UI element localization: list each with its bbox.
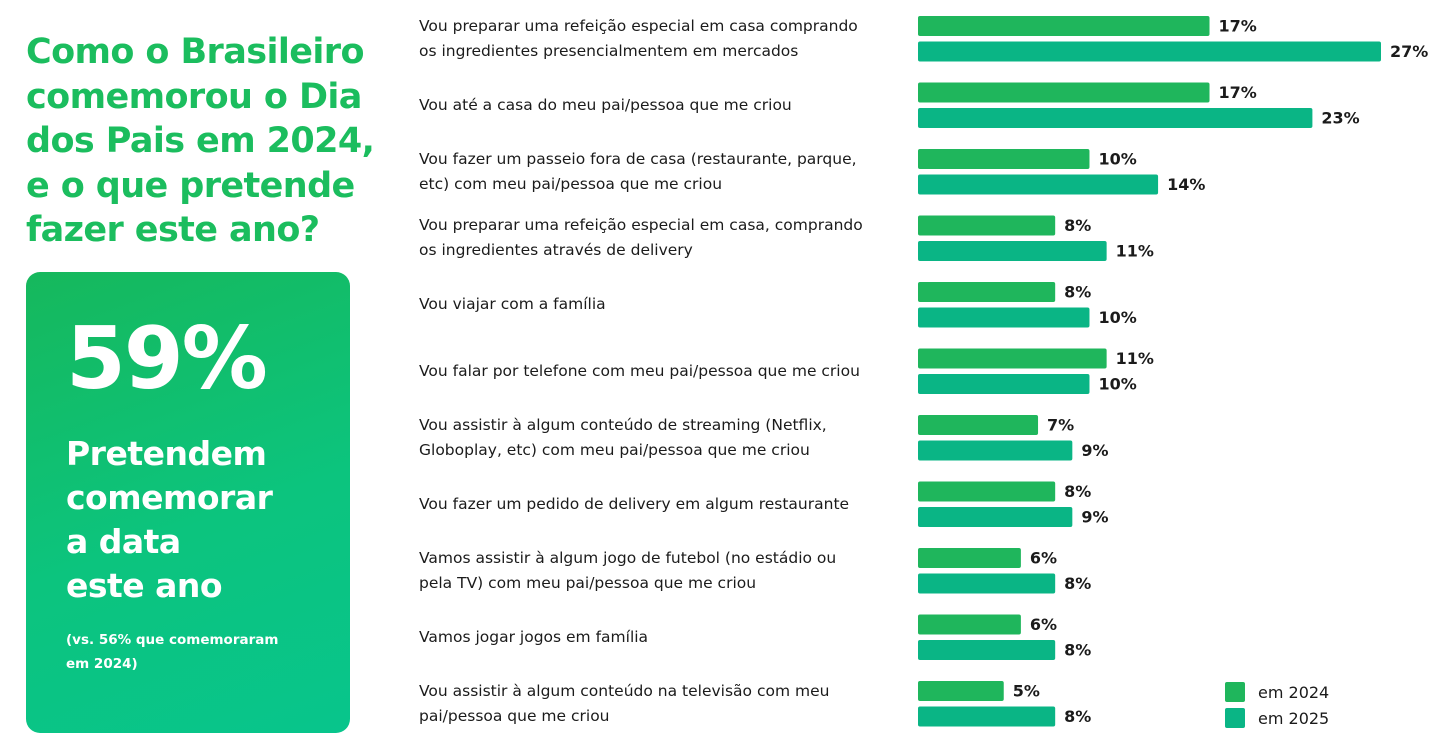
category-label-line: pai/pessoa que me criou (419, 706, 610, 725)
category-label: Vou preparar uma refeição especial em ca… (419, 213, 909, 263)
highlight-text-line-4: este ano (66, 566, 223, 605)
category-label: Vou preparar uma refeição especial em ca… (419, 14, 909, 64)
legend-label: em 2024 (1258, 683, 1329, 702)
data-label: 17% (1219, 83, 1257, 102)
category-label-line: Vou até a casa do meu pai/pessoa que me … (419, 95, 792, 114)
category-label-line: Vou assistir à algum conteúdo na televis… (419, 681, 830, 700)
category-label: Vou fazer um passeio fora de casa (resta… (419, 147, 909, 197)
category-label: Vou assistir à algum conteúdo de streami… (419, 413, 909, 463)
bar-2025 (918, 706, 1056, 727)
highlight-note-line-2: em 2024) (66, 656, 138, 672)
data-label: 10% (1098, 150, 1136, 169)
bar-2025 (918, 241, 1107, 261)
bar-2025 (918, 573, 1056, 594)
bar-2025 (918, 640, 1056, 660)
category-label-line: os ingredientes presencialmentem em merc… (419, 41, 799, 60)
headline-line-3: dos Pais em 2024, (26, 121, 375, 161)
bar-2025 (918, 440, 1073, 461)
highlight-percent: 59% (66, 309, 268, 409)
data-label: 14% (1167, 175, 1205, 194)
category-label: Vamos jogar jogos em família (419, 625, 909, 650)
category-label: Vou falar por telefone com meu pai/pesso… (419, 359, 909, 384)
bar-2024 (918, 681, 1004, 701)
bar-2025 (918, 108, 1313, 128)
legend-swatch (1225, 682, 1245, 702)
data-label: 6% (1030, 615, 1057, 634)
category-label-line: Vamos assistir à algum jogo de futebol (… (419, 548, 837, 567)
data-label: 11% (1116, 349, 1154, 368)
highlight-text-line-3: a data (66, 522, 181, 561)
data-label: 27% (1390, 42, 1428, 61)
data-label: 8% (1064, 707, 1091, 726)
bar-2025 (918, 41, 1381, 62)
headline-line-5: fazer este ano? (26, 210, 320, 250)
category-label: Vou fazer um pedido de delivery em algum… (419, 492, 909, 517)
bar-2024 (918, 614, 1021, 635)
category-label: Vou viajar com a família (419, 292, 909, 317)
data-label: 17% (1219, 17, 1257, 36)
category-label-line: pela TV) com meu pai/pessoa que me criou (419, 573, 757, 592)
highlight-note: (vs. 56% que comemoraram em 2024) (66, 628, 278, 676)
legend-label: em 2025 (1258, 709, 1329, 728)
bar-2024 (918, 481, 1056, 502)
category-label-line: etc) com meu pai/pessoa que me criou (419, 174, 723, 193)
bar-2025 (918, 307, 1090, 328)
data-label: 9% (1081, 508, 1108, 527)
data-label: 8% (1064, 482, 1091, 501)
highlight-text: Pretendem comemorar a data este ano (66, 432, 273, 608)
bar-2024 (918, 149, 1090, 169)
bar-2024 (918, 16, 1210, 36)
category-label: Vou assistir à algum conteúdo na televis… (419, 679, 909, 729)
category-label-line: Vou preparar uma refeição especial em ca… (419, 216, 863, 235)
data-label: 8% (1064, 216, 1091, 235)
data-label: 5% (1013, 682, 1040, 701)
category-label-line: Vamos jogar jogos em família (419, 627, 649, 646)
data-label: 10% (1098, 375, 1136, 394)
data-label: 10% (1098, 308, 1136, 327)
bar-2024 (918, 415, 1039, 435)
highlight-card: 59% Pretendem comemorar a data este ano (vs… (26, 272, 350, 733)
bar-2025 (918, 174, 1159, 195)
headline-line-1: Como o Brasileiro (26, 32, 364, 72)
headline: Como o Brasileiro comemorou o Dia dos Pais… (26, 30, 375, 253)
highlight-note-line-1: (vs. 56% que comemoraram (66, 632, 279, 648)
data-label: 8% (1064, 641, 1091, 660)
headline-line-4: e o que pretende (26, 165, 355, 206)
highlight-text-line-1: Pretendem (66, 434, 267, 473)
category-label-line: Vou falar por telefone com meu pai/pesso… (419, 361, 860, 380)
bar-2024 (918, 548, 1021, 568)
bar-2025 (918, 374, 1090, 394)
legend-swatch (1225, 708, 1245, 728)
category-label-line: Vou preparar uma refeição especial em ca… (419, 16, 858, 35)
data-label: 7% (1047, 416, 1074, 435)
category-label-line: os ingredientes através de delivery (419, 241, 693, 260)
bar-2024 (918, 282, 1056, 302)
data-label: 23% (1321, 109, 1359, 128)
category-label-line: Vou assistir à algum conteúdo de streami… (419, 415, 827, 434)
category-label-line: Globoplay, etc) com meu pai/pessoa que m… (419, 440, 810, 459)
category-label-line: Vou fazer um passeio fora de casa (resta… (419, 149, 857, 168)
data-label: 9% (1081, 441, 1108, 460)
data-label: 6% (1030, 549, 1057, 568)
bar-2024 (918, 82, 1210, 103)
category-label: Vou até a casa do meu pai/pessoa que me … (419, 93, 909, 118)
bar-2025 (918, 507, 1073, 527)
data-label: 8% (1064, 283, 1091, 302)
headline-line-2: comemorou o Dia (26, 76, 362, 117)
highlight-text-line-2: comemorar (66, 478, 273, 517)
category-label-line: Vou fazer um pedido de delivery em algum… (419, 494, 850, 513)
data-label: 8% (1064, 574, 1091, 593)
data-label: 11% (1116, 242, 1154, 261)
category-label: Vamos assistir à algum jogo de futebol (… (419, 546, 909, 596)
bar-2024 (918, 348, 1107, 369)
category-label-line: Vou viajar com a família (419, 295, 606, 314)
bar-2024 (918, 215, 1056, 236)
